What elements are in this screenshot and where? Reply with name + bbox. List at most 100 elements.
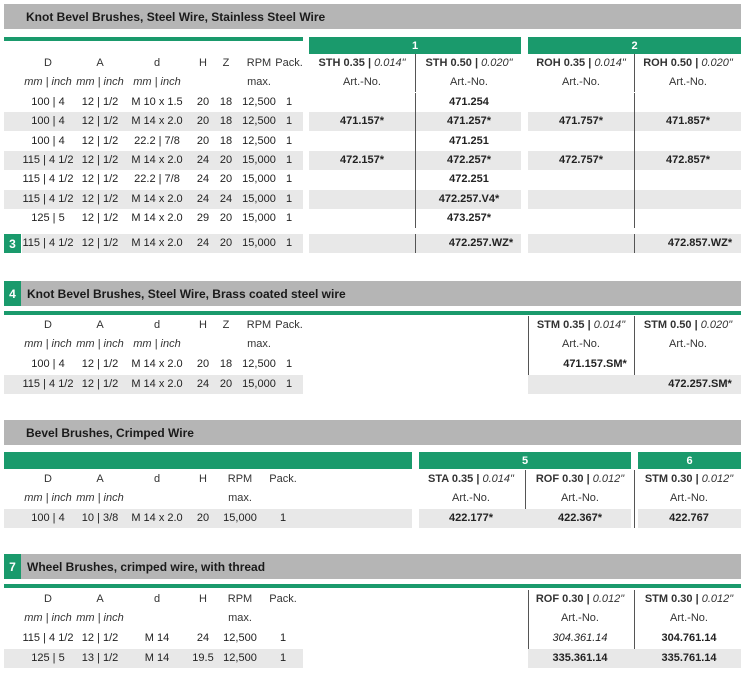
green-rule <box>4 311 741 315</box>
product-head-roh035: ROH 0.35 | 0.014" <box>536 57 626 69</box>
cell-pack: 1 <box>279 632 287 644</box>
section-header-bevel-crimped: Bevel Brushes, Crimped Wire <box>4 420 741 445</box>
product-size: 0.012" <box>701 473 734 485</box>
product-head-rof030: ROF 0.30 | 0.012" <box>535 473 625 485</box>
artno-label: Art.-No. <box>562 338 600 350</box>
cell-d-bore: M 14 x 2.0 <box>131 378 183 390</box>
green-bar <box>4 452 412 469</box>
cell-d-outer: 100 | 4 <box>31 358 65 370</box>
col-head-d-bore: d <box>153 473 161 485</box>
column-divider <box>634 54 635 92</box>
cell-rpm: 12,500 <box>242 135 276 147</box>
section-number-badge: 4 <box>4 281 21 306</box>
row-band <box>4 151 303 170</box>
row-band <box>4 375 303 394</box>
product-size: 0.012" <box>701 593 734 605</box>
cell-pack: 1 <box>285 115 293 127</box>
cell-d-bore: M 14 x 2.0 <box>131 512 183 524</box>
group-label-1: 1 <box>309 37 521 54</box>
col-head-rpm: RPM <box>246 57 272 69</box>
product-code: ROH 0.35 <box>536 57 586 69</box>
unit-d-outer: mm | inch <box>24 612 72 624</box>
product-size: 0.012" <box>592 473 625 485</box>
row-band <box>528 649 741 668</box>
cell-d-bore: M 14 x 2.0 <box>131 237 183 249</box>
column-divider <box>415 54 416 92</box>
cell-d-bore: M 10 x 1.5 <box>131 96 183 108</box>
cell-artno: 335.761.14 <box>661 652 717 664</box>
cell-h: 24 <box>196 173 210 185</box>
cell-a: 12 | 1/2 <box>81 358 119 370</box>
row-number-badge: 3 <box>4 234 21 253</box>
unit-d-outer: mm | inch <box>24 338 72 350</box>
cell-artno: 304.761.14 <box>661 632 717 644</box>
cell-pack: 1 <box>285 135 293 147</box>
col-head-h: H <box>199 593 207 605</box>
cell-d-outer: 125 | 5 <box>31 652 65 664</box>
unit-a: mm | inch <box>76 492 124 504</box>
column-divider <box>634 93 635 228</box>
col-head-a: A <box>96 593 104 605</box>
cell-artno: 471.157.SM* <box>563 358 627 370</box>
col-head-pack: Pack. <box>269 473 297 485</box>
section-title: Bevel Brushes, Crimped Wire <box>26 425 194 440</box>
product-head-sth035: STH 0.35 | 0.014" <box>318 57 406 69</box>
cell-a: 12 | 1/2 <box>81 212 119 224</box>
cell-pack: 1 <box>285 96 293 108</box>
cell-z: 18 <box>219 358 233 370</box>
cell-a: 12 | 1/2 <box>81 135 119 147</box>
cell-a: 12 | 1/2 <box>81 154 119 166</box>
product-head-sta035: STA 0.35 | 0.014" <box>428 473 514 485</box>
cell-rpm: 15,000 <box>242 173 276 185</box>
cell-z: 18 <box>219 115 233 127</box>
row-band <box>528 375 741 394</box>
cell-artno: 335.361.14 <box>552 652 608 664</box>
cell-h: 19.5 <box>192 652 214 664</box>
cell-rpm: 15,000 <box>242 378 276 390</box>
cell-artno: 473.257* <box>446 212 492 224</box>
cell-artno: 472.157* <box>339 154 385 166</box>
product-size: 0.020" <box>700 319 733 331</box>
cell-d-bore: M 14 x 2.0 <box>131 193 183 205</box>
product-size: 0.014" <box>594 57 626 69</box>
artno-label: Art.-No. <box>669 338 707 350</box>
cell-h: 24 <box>196 237 210 249</box>
cell-a: 12 | 1/2 <box>81 632 119 644</box>
column-divider <box>634 316 635 394</box>
unit-d-bore: mm | inch <box>133 76 181 88</box>
cell-artno: 472.857.WZ* <box>667 237 733 249</box>
section-title: Knot Bevel Brushes, Steel Wire, Brass co… <box>27 286 346 301</box>
col-head-a: A <box>96 473 104 485</box>
col-head-rpm: RPM <box>246 319 272 331</box>
product-code: STA 0.35 <box>428 473 474 485</box>
group-label-5: 5 <box>419 452 631 469</box>
cell-a: 12 | 1/2 <box>81 173 119 185</box>
artno-label: Art.-No. <box>670 612 708 624</box>
cell-artno: 471.251 <box>449 135 489 147</box>
section-header-knot-bevel-steel: Knot Bevel Brushes, Steel Wire, Stainles… <box>4 4 741 29</box>
unit-d-outer: mm | inch <box>24 76 72 88</box>
section-header-knot-bevel-brass: 4 Knot Bevel Brushes, Steel Wire, Brass … <box>4 281 741 306</box>
cell-h: 24 <box>196 154 210 166</box>
cell-artno: 422.367* <box>557 512 603 524</box>
cell-d-outer: 115 | 4 1/2 <box>22 154 74 166</box>
cell-artno: 472.251 <box>449 173 489 185</box>
row-band <box>419 509 631 528</box>
cell-d-bore: M 14 x 2.0 <box>131 212 183 224</box>
artno-label: Art.-No. <box>450 76 488 88</box>
cell-artno: 471.757* <box>558 115 604 127</box>
cell-a: 10 | 3/8 <box>81 512 119 524</box>
product-code: STH 0.35 <box>318 57 365 69</box>
section-header-wheel-crimped: 7 Wheel Brushes, crimped wire, with thre… <box>4 554 741 579</box>
cell-z: 18 <box>219 96 233 108</box>
cell-pack: 1 <box>279 652 287 664</box>
cell-pack: 1 <box>285 154 293 166</box>
artno-label: Art.-No. <box>561 612 599 624</box>
section-title: Wheel Brushes, crimped wire, with thread <box>27 559 266 574</box>
green-rule <box>4 37 303 41</box>
col-head-a: A <box>96 57 104 69</box>
cell-d-bore: M 14 x 2.0 <box>131 115 183 127</box>
group-label-6: 6 <box>638 452 741 469</box>
product-size: 0.014" <box>374 57 406 69</box>
unit-d-bore: mm | inch <box>133 338 181 350</box>
